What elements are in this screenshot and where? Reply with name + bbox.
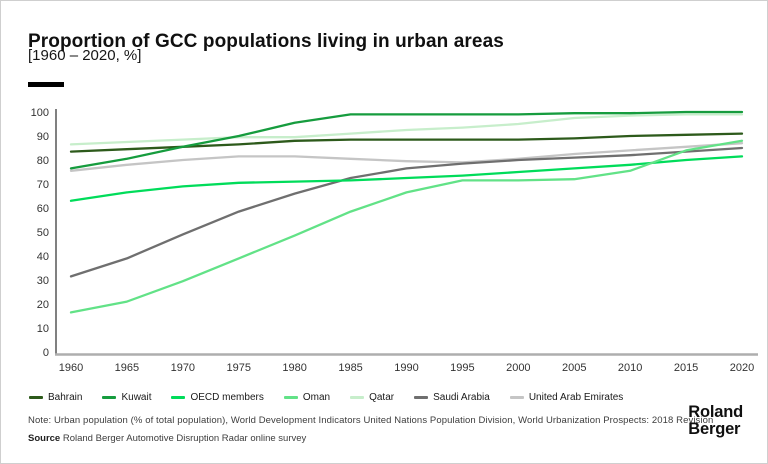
legend-item-oman: Oman [283,392,331,403]
series-line-oman [69,139,744,314]
legend-swatch-icon [509,396,524,399]
source-value: Roland Berger Automotive Disruption Rada… [62,433,307,444]
x-tick-label: 1990 [394,362,418,374]
x-tick-label: 1960 [59,362,83,374]
x-tick-label: 1980 [282,362,306,374]
legend-label: Oman [302,392,331,403]
x-tick-label: 1965 [115,362,139,374]
legend-label: United Arab Emirates [528,392,624,403]
x-tick-label: 2005 [562,362,586,374]
legend-item-united-arab-emirates: United Arab Emirates [509,392,624,403]
series-line-oecd-members [69,155,744,202]
x-tick-label: 1970 [171,362,195,374]
source-text: Source Roland Berger Automotive Disrupti… [28,433,306,444]
legend-label: Kuwait [121,392,152,403]
note-text: Note: Urban population (% of total popul… [28,415,714,426]
y-tick-label: 80 [37,155,49,167]
x-tick-label: 1975 [227,362,251,374]
legend-label: Saudi Arabia [433,392,490,403]
title-divider [28,82,64,87]
legend-swatch-icon [171,396,186,399]
legend-label: Qatar [369,392,395,403]
y-tick-label: 50 [37,227,49,239]
series-line-saudi-arabia [69,146,744,278]
x-tick-label: 2015 [674,362,698,374]
y-tick-label: 30 [37,275,49,287]
y-tick-label: 70 [37,179,49,191]
legend-swatch-icon [29,396,43,399]
y-tick-label: 40 [37,251,49,263]
y-tick-label: 60 [37,203,49,215]
legend-item-bahrain: Bahrain [29,392,82,403]
legend-swatch-icon [283,396,298,399]
x-tick-label: 2010 [618,362,642,374]
legend-swatch-icon [350,396,365,399]
x-tick-label: 2020 [730,362,754,374]
chart-legend: Bahrain Kuwait OECD members Oman Qatar Saudi … [29,392,623,403]
legend-swatch-icon [414,396,429,399]
y-tick-label: 10 [37,323,49,335]
legend-label: Bahrain [48,392,83,403]
logo-line-1: Roland [688,403,743,421]
page-subtitle: [1960 – 2020, %] [28,47,142,64]
series-line-kuwait [69,110,744,170]
legend-item-saudi-arabia: Saudi Arabia [414,392,490,403]
series-line-united-arab-emirates [69,142,744,172]
roland-berger-logo: Roland Berger [688,403,743,439]
y-tick-label: 90 [37,131,49,143]
legend-item-kuwait: Kuwait [102,392,151,403]
legend-label: OECD members [190,392,264,403]
series-line-qatar [69,113,744,146]
y-tick-label: 0 [43,347,49,359]
legend-item-oecd-members: OECD members [171,392,264,403]
legend-item-qatar: Qatar [350,392,394,403]
y-tick-label: 100 [31,107,49,119]
page-title: Proportion of GCC populations living in … [28,30,504,52]
logo-line-2: Berger [688,420,741,439]
y-tick-label: 20 [37,299,49,311]
x-tick-label: 1995 [450,362,474,374]
source-label: Source [28,433,61,444]
legend-swatch-icon [102,396,117,399]
x-tick-label: 1985 [338,362,362,374]
x-tick-label: 2000 [506,362,530,374]
urban-population-line-chart: 0 10 20 30 40 50 60 70 80 90 100 1960 1965 1970 1975 19… [31,107,758,374]
